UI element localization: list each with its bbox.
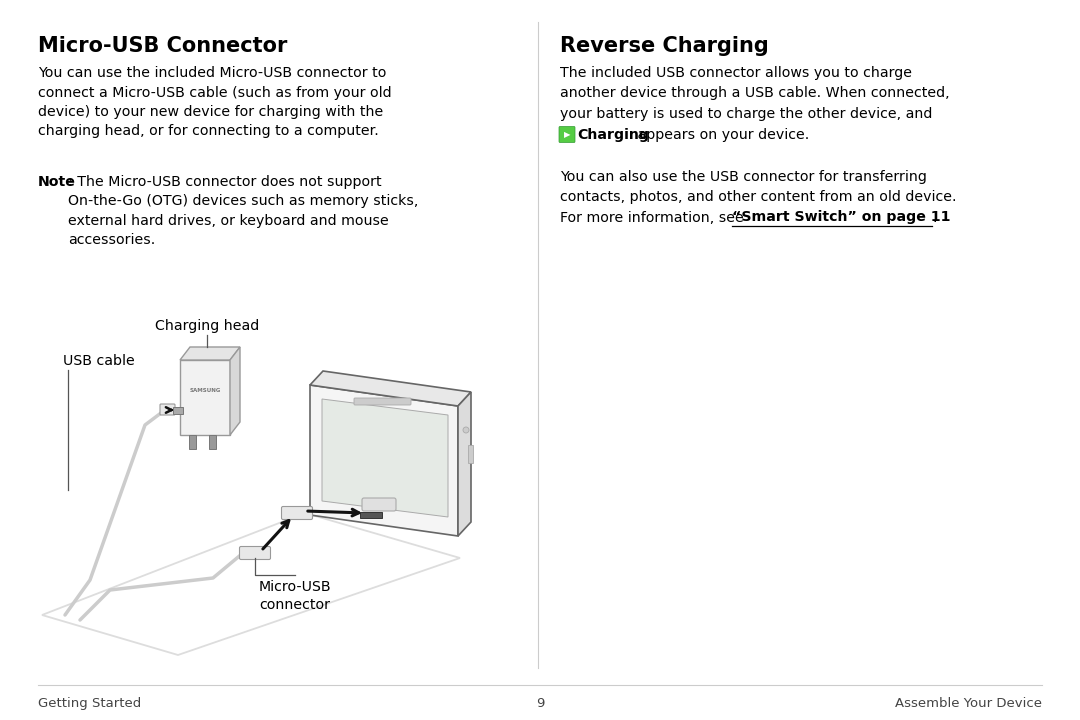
FancyBboxPatch shape [354,398,411,405]
Text: appears on your device.: appears on your device. [633,127,809,142]
Text: Reverse Charging: Reverse Charging [561,36,769,56]
Text: Assemble Your Device: Assemble Your Device [895,697,1042,710]
Text: ▶: ▶ [564,130,570,139]
Text: USB cable: USB cable [63,354,135,368]
FancyBboxPatch shape [240,546,270,559]
Text: Micro-USB Connector: Micro-USB Connector [38,36,287,56]
Bar [468,445,473,463]
Text: another device through a USB cable. When connected,: another device through a USB cable. When… [561,86,949,101]
Text: Charging head: Charging head [154,319,259,333]
Text: For more information, see: For more information, see [561,210,748,225]
Text: : The Micro-USB connector does not support
On-the-Go (OTG) devices such as memor: : The Micro-USB connector does not suppo… [68,175,418,248]
Text: .: . [933,210,937,225]
Polygon shape [230,347,240,435]
Polygon shape [180,347,240,360]
FancyBboxPatch shape [282,506,312,520]
Text: your battery is used to charge the other device, and: your battery is used to charge the other… [561,107,932,121]
Text: Charging: Charging [577,127,649,142]
Text: SAMSUNG: SAMSUNG [189,387,220,392]
Circle shape [463,427,469,433]
Bar [360,512,382,518]
Polygon shape [310,371,471,406]
Polygon shape [310,385,458,536]
Text: “Smart Switch” on page 11: “Smart Switch” on page 11 [732,210,950,225]
Text: You can use the included Micro-USB connector to
connect a Micro-USB cable (such : You can use the included Micro-USB conne… [38,66,392,138]
Text: 9: 9 [536,697,544,710]
Bar [189,435,195,449]
Polygon shape [180,360,230,435]
Text: contacts, photos, and other content from an old device.: contacts, photos, and other content from… [561,190,957,204]
FancyBboxPatch shape [160,404,175,415]
Bar [173,407,183,414]
Text: connector: connector [259,598,330,612]
Polygon shape [458,392,471,536]
FancyBboxPatch shape [362,498,396,511]
Text: Note: Note [38,175,76,189]
Text: You can also use the USB connector for transferring: You can also use the USB connector for t… [561,169,927,184]
Text: The included USB connector allows you to charge: The included USB connector allows you to… [561,66,912,80]
Polygon shape [322,399,448,517]
FancyBboxPatch shape [559,127,575,143]
Text: Getting Started: Getting Started [38,697,141,710]
Bar [210,435,216,449]
Text: Micro-USB: Micro-USB [259,580,332,594]
